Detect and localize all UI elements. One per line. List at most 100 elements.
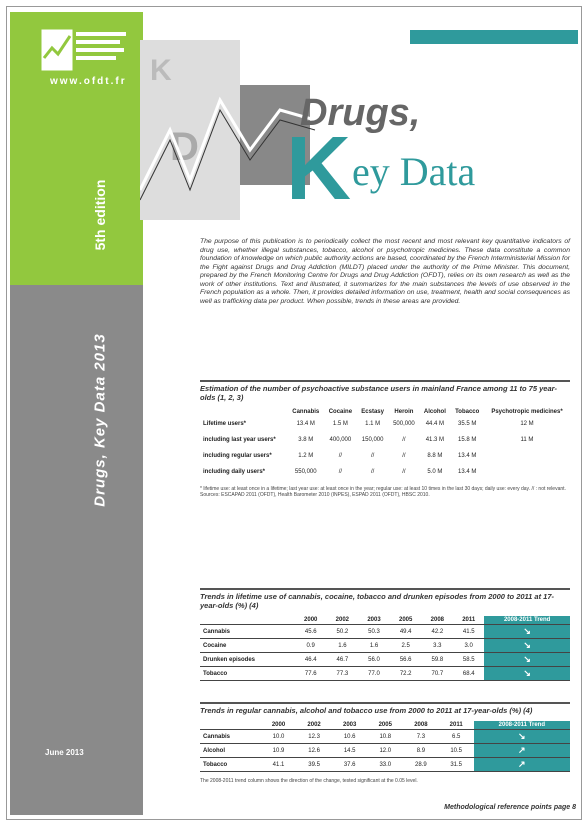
cell: 46.7	[327, 653, 359, 667]
header-cell: Heroin	[389, 408, 420, 416]
header-row: CannabisCocaineEcstasyHeroinAlcoholTobac…	[200, 408, 570, 416]
cell: 12.0	[367, 744, 403, 758]
cell: 45.6	[295, 625, 327, 639]
cell: //	[357, 464, 389, 480]
table3-block: Trends in regular cannabis, alcohol and …	[200, 702, 570, 784]
row: Cannabis10.012.310.610.87.36.5↘	[200, 730, 570, 744]
date: June 2013	[45, 748, 84, 757]
cell: including last year users*	[200, 432, 287, 448]
cell: 8.9	[403, 744, 439, 758]
cell	[484, 448, 570, 464]
cell: 50.2	[327, 625, 359, 639]
header-cell: 2011	[453, 616, 484, 625]
cell: 50.3	[358, 625, 390, 639]
cell: 5.0 M	[419, 464, 450, 480]
cell: 1.1 M	[357, 416, 389, 432]
cell: //	[324, 464, 357, 480]
svg-text:K: K	[150, 54, 172, 87]
cell: 33.0	[367, 758, 403, 772]
cell: 7.3	[403, 730, 439, 744]
header-cell: 2003	[358, 616, 390, 625]
cell: 28.9	[403, 758, 439, 772]
cell: ↘	[474, 730, 570, 744]
cell: 77.6	[295, 667, 327, 681]
cell: 13.4 M	[450, 464, 484, 480]
header-cell: 2008	[422, 616, 454, 625]
cell: 42.2	[422, 625, 454, 639]
cell: including daily users*	[200, 464, 287, 480]
cell: Tobacco	[200, 758, 261, 772]
table1-block: Estimation of the number of psychoactive…	[200, 380, 570, 498]
row: Tobacco77.677.377.072.270.768.4↘	[200, 667, 570, 681]
header-cell: 2000	[295, 616, 327, 625]
cell: 72.2	[390, 667, 422, 681]
header-cell: 2000	[261, 721, 297, 730]
cell: //	[389, 464, 420, 480]
cell: ↘	[484, 639, 570, 653]
header-cell: Cannabis	[287, 408, 324, 416]
cell: 13.4 M	[287, 416, 324, 432]
cell: 400,000	[324, 432, 357, 448]
cell: 1.6	[327, 639, 359, 653]
header-cell: Psychotropic medicines*	[484, 408, 570, 416]
cell: 10.5	[439, 744, 474, 758]
cell: 6.5	[439, 730, 474, 744]
cell: 150,000	[357, 432, 389, 448]
cell: ↗	[474, 758, 570, 772]
header-cell	[200, 616, 295, 625]
table2-block: Trends in lifetime use of cannabis, coca…	[200, 588, 570, 681]
cell: 39.5	[296, 758, 332, 772]
cell: Drunken episodes	[200, 653, 295, 667]
header-cell: 2005	[390, 616, 422, 625]
cell: 0.9	[295, 639, 327, 653]
header-cell: 2002	[296, 721, 332, 730]
cell: 3.3	[422, 639, 454, 653]
cell: 77.0	[358, 667, 390, 681]
title-k: K	[286, 118, 351, 221]
cell: 10.9	[261, 744, 297, 758]
cell: 12.6	[296, 744, 332, 758]
url: www.ofdt.fr	[50, 76, 127, 87]
cell: 1.2 M	[287, 448, 324, 464]
cell: 3.8 M	[287, 432, 324, 448]
cell: 58.5	[453, 653, 484, 667]
cell: 70.7	[422, 667, 454, 681]
cell: 2.5	[390, 639, 422, 653]
cell: 37.6	[332, 758, 368, 772]
cell: Tobacco	[200, 667, 295, 681]
header-cell: 2003	[332, 721, 368, 730]
cell: //	[324, 448, 357, 464]
cell: 3.0	[453, 639, 484, 653]
table-title: Trends in regular cannabis, alcohol and …	[200, 702, 570, 715]
cell: 1.6	[358, 639, 390, 653]
cell: ↘	[484, 653, 570, 667]
header-cell: 2008	[403, 721, 439, 730]
cell: 44.4 M	[419, 416, 450, 432]
cell: 41.3 M	[419, 432, 450, 448]
cell: Alcohol	[200, 744, 261, 758]
cell: //	[357, 448, 389, 464]
cell: including regular users*	[200, 448, 287, 464]
header-cell: 2008-2011 Trend	[484, 616, 570, 625]
cell: Cannabis	[200, 625, 295, 639]
header-cell	[200, 721, 261, 730]
cell	[484, 464, 570, 480]
cell: 12 M	[484, 416, 570, 432]
sidebar-gray	[10, 285, 143, 815]
cell: ↘	[484, 667, 570, 681]
header-cell: Cocaine	[324, 408, 357, 416]
cell: 46.4	[295, 653, 327, 667]
row: Cannabis45.650.250.349.442.241.5↘	[200, 625, 570, 639]
table-notes: * lifetime use: at least once in a lifet…	[200, 486, 570, 498]
cell: 49.4	[390, 625, 422, 639]
header-cell: 2008-2011 Trend	[474, 721, 570, 730]
cell: 1.5 M	[324, 416, 357, 432]
top-bar	[410, 30, 578, 44]
header-cell: Ecstasy	[357, 408, 389, 416]
title-rest: ey Data	[352, 148, 475, 195]
